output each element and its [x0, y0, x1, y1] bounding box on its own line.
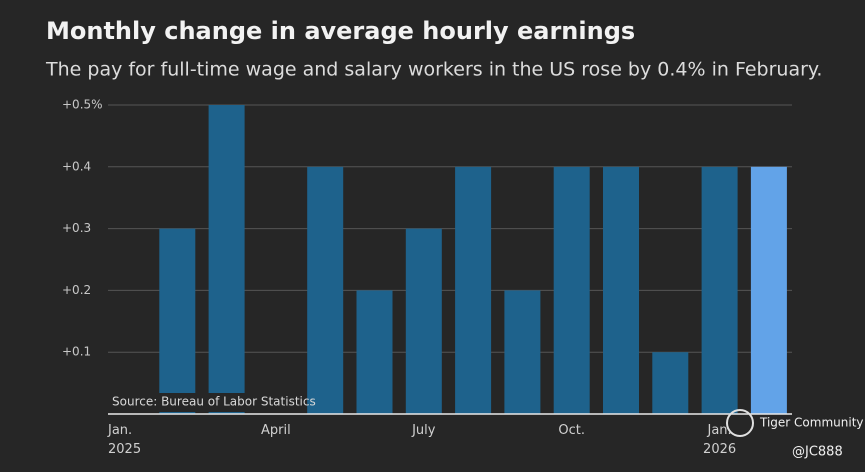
bar [750, 166, 787, 414]
y-tick-label: +0.5% [62, 98, 103, 112]
watermark: Tiger Community [759, 416, 864, 430]
bar [208, 105, 245, 414]
bar [356, 290, 393, 414]
bar [652, 352, 689, 414]
x-tick-label: April [261, 423, 291, 438]
chart-title: Monthly change in average hourly earning… [46, 17, 635, 45]
plot: +0.1 +0.2 +0.3 +0.4 +0.5% [62, 98, 792, 415]
handle: @JC888 [792, 445, 843, 460]
bar [603, 166, 639, 414]
chart-subtitle: The pay for full-time wage and salary wo… [45, 59, 822, 81]
bar [553, 166, 590, 414]
source: Source: Bureau of Labor Statistics [112, 395, 316, 409]
y-tick-label: +0.1 [62, 345, 91, 359]
x-tick-label: July [412, 423, 436, 438]
x-tick-label: Jan. 2026 [703, 423, 737, 457]
y-tick-label: +0.4 [62, 159, 91, 173]
x-tick-label: Oct. [558, 423, 585, 438]
watermark-logo [726, 409, 754, 437]
bar [701, 166, 738, 414]
y-tick-label: +0.2 [62, 283, 91, 297]
x-tick-label: Jan. 2025 [108, 423, 142, 457]
source-box [108, 393, 302, 412]
bar [159, 228, 196, 414]
y-tick-label: +0.3 [62, 221, 91, 235]
bar [455, 166, 492, 414]
bar [307, 166, 344, 414]
bar [405, 228, 442, 414]
bar [504, 290, 541, 414]
